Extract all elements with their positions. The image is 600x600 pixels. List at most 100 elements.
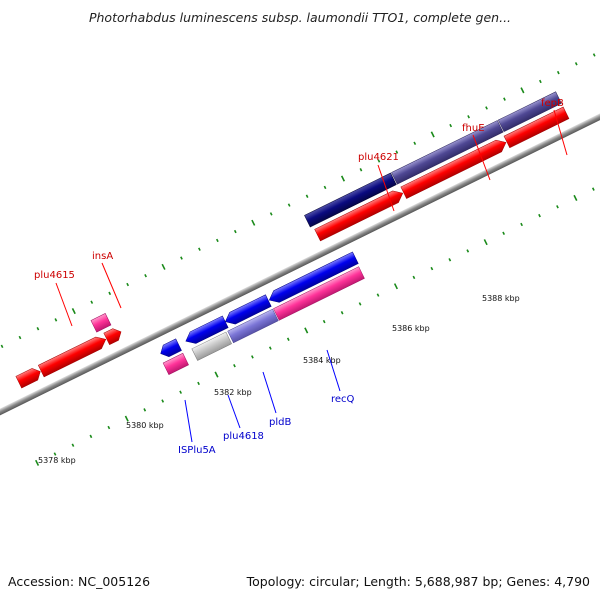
upper-tick [18,335,22,340]
upper-tick [503,97,506,101]
lower-tick [591,187,595,191]
upper-tick [198,247,201,251]
gene-arrow-plu4618[interactable] [183,315,229,347]
leader-fhuE [472,134,491,181]
lower-tick [466,249,470,253]
lower-tick [412,275,416,280]
lower-tick [448,258,452,262]
scale-label-5388: 5388 kbp [482,294,520,303]
lower-tick [358,302,362,306]
genome-summary-text: Topology: circular; Length: 5,688,987 bp… [246,574,590,589]
lower-tick [322,319,326,324]
upper-tick [0,344,4,349]
gene-fhuE-slate[interactable] [391,120,504,185]
gene-fepB-slate[interactable] [497,91,562,133]
lower-tick [286,337,290,341]
lower-tick [268,346,272,350]
scale-label-5386: 5386 kbp [392,324,430,333]
upper-tick [287,203,291,207]
gene-arrow-plu4615-upstream[interactable] [15,366,43,389]
gene-arrow-insA[interactable] [103,326,124,346]
upper-tick [485,106,488,110]
lower-tick [35,459,40,466]
leader-ISPlu5A [184,399,193,443]
lower-tick [502,231,506,235]
upper-tick [54,318,58,322]
lower-tick [124,415,129,422]
upper-tick [36,327,40,331]
lower-tick [393,283,399,290]
gene-arrow-plu4621[interactable] [314,187,406,242]
leader-plu4621 [377,164,395,212]
lower-tick [53,452,57,456]
lower-tick [89,434,93,439]
scale-label-5384: 5384 kbp [303,356,341,365]
upper-tick [340,175,346,182]
gene-insA-pink[interactable] [90,313,112,333]
genome-backbone [0,100,600,424]
upper-tick [377,159,381,163]
leader-pldB [262,371,277,414]
gene-plu4618-grey[interactable] [191,331,232,361]
upper-tick [180,256,183,260]
upper-tick [108,291,112,296]
upper-tick [215,238,219,243]
gene-label-plu4621[interactable]: plu4621 [358,152,399,163]
gene-arrow-recQ[interactable] [266,251,359,306]
gene-label-fepB[interactable]: fepB [541,98,564,109]
upper-tick [90,300,94,304]
gene-arrow-ISPlu5A[interactable] [158,338,182,359]
upper-tick [395,150,399,154]
upper-tick [323,185,327,190]
upper-tick [359,168,363,172]
lower-tick [71,443,75,447]
gene-label-plu4618[interactable]: plu4618 [223,431,264,442]
lower-tick [304,327,309,334]
gene-arrow-fhuE[interactable] [400,137,509,199]
gene-label-fhuE[interactable]: fhuE [462,123,485,134]
upper-tick [144,274,147,278]
gene-arrow-plu4615[interactable] [37,333,108,378]
gene-label-plu4615[interactable]: plu4615 [34,270,75,281]
scale-label-5382: 5382 kbp [214,388,252,397]
lower-tick [430,266,434,271]
upper-tick [574,62,578,66]
gene-arrow-pldB[interactable] [222,294,272,328]
lower-tick [520,222,523,227]
lower-tick [483,239,488,246]
scale-labels: 5378 kbp 5380 kbp 5382 kbp 5384 kbp 5386… [38,294,520,465]
gene-pldB-lavender[interactable] [227,308,279,344]
gene-label-leaders [55,109,568,443]
upper-tick [269,212,273,216]
lower-tick [376,293,380,297]
tick-marks [0,53,596,466]
lower-tick [573,194,578,202]
gene-recQ-pink[interactable] [273,266,365,321]
leader-plu4618 [227,394,241,429]
gene-label-recQ[interactable]: recQ [331,394,355,405]
upper-tick [592,53,596,57]
lower-tick [556,205,559,209]
gene-plu4621-dark[interactable] [304,172,397,228]
lower-tick [340,311,344,315]
gene-ISPlu5A-pink[interactable] [162,352,189,375]
reverse-strand-genes [158,251,365,375]
lower-tick [214,371,219,378]
forward-strand-genes [15,91,570,389]
gene-label-ISPlu5A[interactable]: ISPlu5A [178,445,216,456]
upper-tick [233,229,237,234]
lower-tick [107,425,111,430]
upper-tick [305,194,309,198]
leader-recQ [326,349,341,392]
gene-arrow-fepB[interactable] [503,106,570,149]
upper-tick [126,282,130,287]
lower-tick [179,390,183,394]
scale-label-5380: 5380 kbp [126,421,164,430]
upper-tick [430,131,435,138]
gene-label-pldB[interactable]: pldB [269,417,291,428]
genome-frame [0,53,600,466]
scale-label-5378: 5378 kbp [38,456,76,465]
gene-label-insA[interactable]: insA [92,251,113,262]
upper-tick [413,141,417,145]
